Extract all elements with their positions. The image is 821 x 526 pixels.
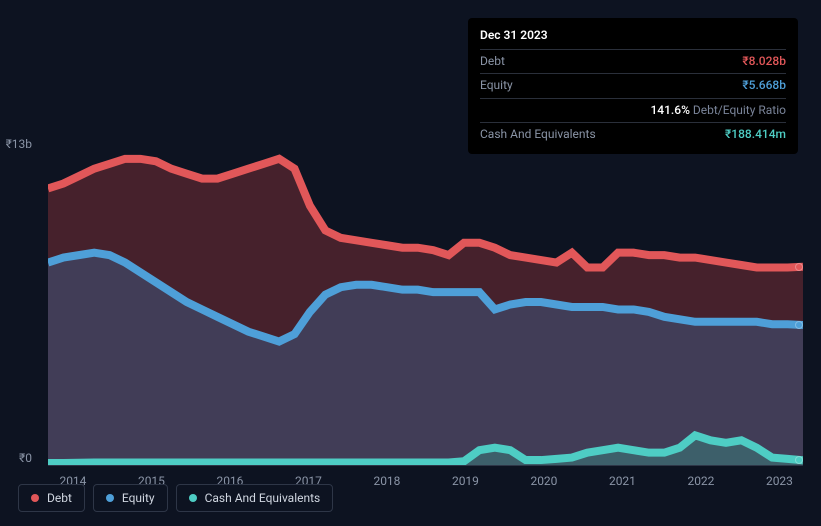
legend-dot-icon [106, 494, 114, 502]
legend-item-debt[interactable]: Debt [18, 484, 85, 512]
series-end-dot [795, 456, 803, 464]
x-axis-label: 2018 [373, 474, 400, 488]
legend-dot-icon [189, 494, 197, 502]
legend-dot-icon [31, 494, 39, 502]
chart-plot[interactable] [48, 144, 803, 466]
tooltip-row-label: Equity [480, 76, 513, 95]
x-axis-label: 2020 [530, 474, 557, 488]
x-axis-label: 2022 [687, 474, 714, 488]
tooltip-row-value: ₹8.028b [742, 52, 786, 71]
legend-label: Cash And Equivalents [205, 491, 321, 505]
tooltip-row-value: 141.6% Debt/Equity Ratio [650, 101, 786, 120]
legend-item-cash-and-equivalents[interactable]: Cash And Equivalents [176, 484, 334, 512]
legend-label: Equity [122, 491, 155, 505]
tooltip-row: Equity ₹5.668b [480, 73, 786, 97]
tooltip-date: Dec 31 2023 [480, 26, 786, 45]
chart-area: ₹13b ₹0 20142015201620172018201920202021… [18, 122, 803, 466]
tooltip-row: Debt ₹8.028b [480, 49, 786, 73]
x-axis-label: 2019 [452, 474, 479, 488]
tooltip-row-label: Debt [480, 52, 505, 71]
y-axis-label-top: ₹13b [6, 137, 32, 151]
tooltip-row: 141.6% Debt/Equity Ratio [480, 98, 786, 122]
x-axis-label: 2023 [766, 474, 793, 488]
y-axis-label-bottom: ₹0 [19, 451, 32, 465]
series-end-dot [795, 263, 803, 271]
series-end-dot [795, 321, 803, 329]
tooltip-row-value: ₹5.668b [742, 76, 786, 95]
legend-label: Debt [47, 491, 72, 505]
chart-svg [48, 144, 803, 465]
chart-legend: Debt Equity Cash And Equivalents [18, 484, 333, 512]
x-axis-label: 2021 [609, 474, 636, 488]
legend-item-equity[interactable]: Equity [93, 484, 168, 512]
